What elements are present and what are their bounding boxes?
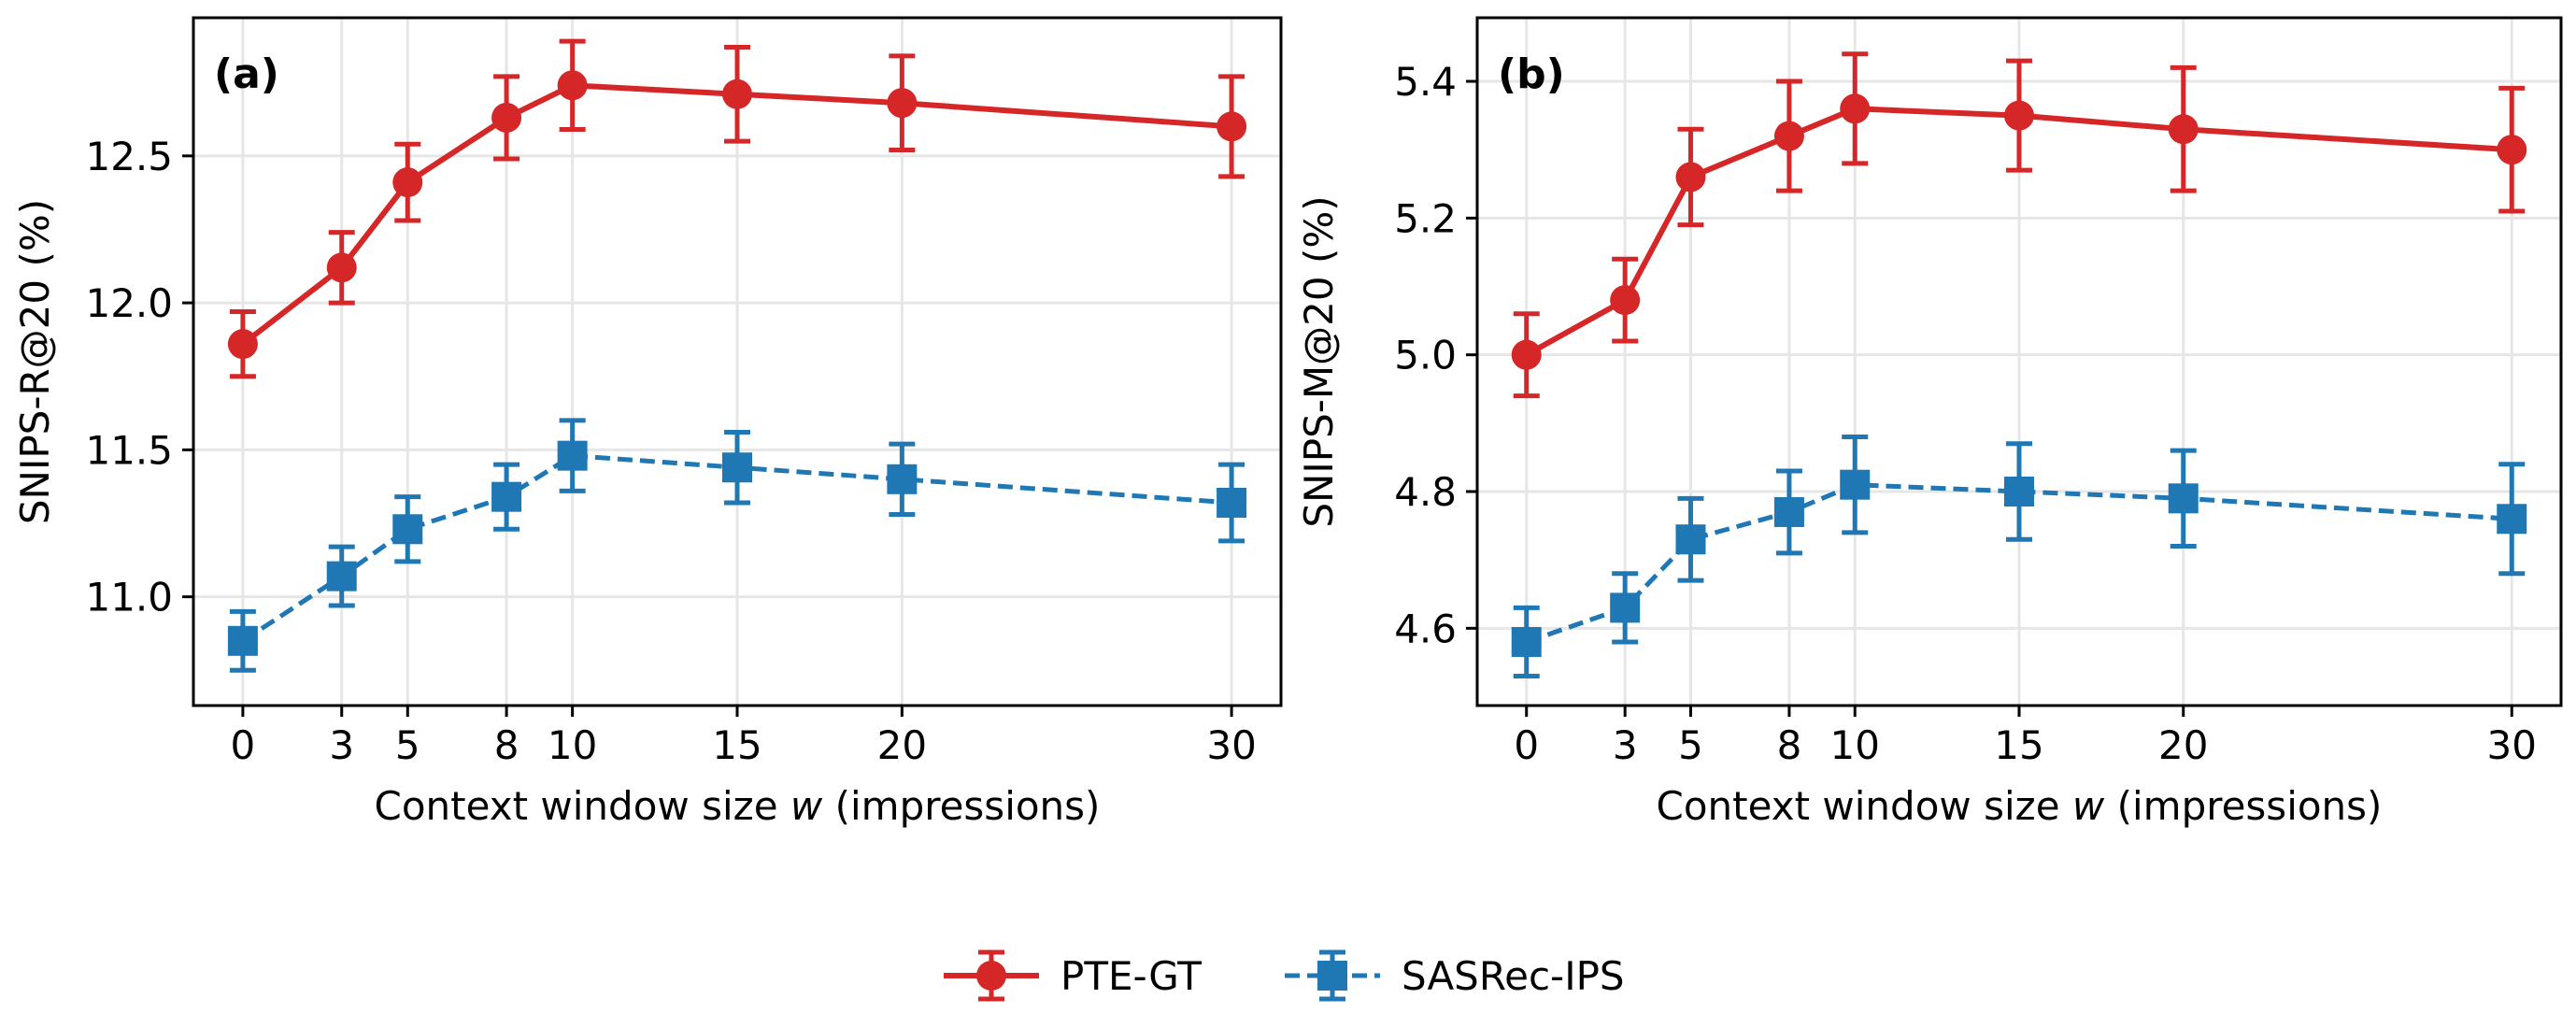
data-point-square bbox=[1610, 592, 1641, 623]
data-point-square bbox=[722, 452, 752, 483]
x-tick-label: 15 bbox=[712, 722, 761, 768]
x-tick-label: 15 bbox=[1994, 722, 2043, 768]
x-tick-label: 5 bbox=[395, 722, 420, 768]
x-axis-label-variable: w bbox=[2072, 783, 2105, 829]
data-point-square bbox=[1773, 496, 1804, 527]
legend-entry-pte-gt: PTE-GT bbox=[944, 949, 1202, 1002]
axes-frame bbox=[1475, 16, 2563, 707]
series-line bbox=[241, 82, 1232, 347]
y-tick-label: 11.0 bbox=[85, 575, 173, 621]
y-tick-label: 12.5 bbox=[85, 134, 173, 179]
x-tick-label: 0 bbox=[1514, 722, 1539, 768]
data-point-square bbox=[557, 440, 588, 471]
data-point-square bbox=[392, 514, 423, 545]
series-pte-gt bbox=[227, 38, 1247, 379]
y-axis-label: SNIPS-M@20 (%) bbox=[1296, 195, 1342, 527]
x-axis-label-suffix: (impressions) bbox=[2104, 783, 2382, 829]
series-line bbox=[1525, 106, 2512, 358]
data-point-square bbox=[227, 625, 258, 656]
x-axis-label: Context window size w (impressions) bbox=[1657, 783, 2383, 829]
x-tick-label: 10 bbox=[1830, 722, 1880, 768]
data-point-circle bbox=[392, 167, 423, 198]
y-tick-label: 11.5 bbox=[85, 427, 173, 473]
x-tick-label: 3 bbox=[1613, 722, 1638, 768]
x-tick-label: 8 bbox=[494, 722, 519, 768]
x-tick-label: 30 bbox=[2487, 722, 2537, 768]
y-tick-label: 5.2 bbox=[1394, 195, 1457, 241]
x-tick-label: 10 bbox=[548, 722, 597, 768]
data-point-circle bbox=[491, 102, 522, 133]
data-point-square bbox=[2004, 477, 2034, 507]
x-axis-label-suffix: (impressions) bbox=[822, 783, 1100, 829]
panel-a: 0 3 5 8 10 15 20 30 11.0 11.5 12.0 12.5 (a) Context w… bbox=[12, 16, 1283, 829]
data-point-square bbox=[887, 464, 918, 494]
data-point-circle bbox=[2497, 135, 2527, 165]
legend-marker-square bbox=[1317, 961, 1347, 991]
data-point-square bbox=[491, 481, 522, 512]
x-tick-label: 20 bbox=[877, 722, 927, 768]
data-point-square bbox=[326, 561, 357, 592]
data-point-square bbox=[1217, 487, 1247, 518]
series-pte-gt bbox=[1511, 51, 2527, 399]
data-point-circle bbox=[557, 70, 588, 101]
panel-b: 0 3 5 8 10 15 20 30 4.6 4.8 5.0 5.2 5.4 (b) Context wi… bbox=[1296, 16, 2563, 829]
x-axis-label-prefix: Context window size bbox=[1657, 783, 2072, 829]
data-point-circle bbox=[1675, 162, 1706, 193]
data-point-circle bbox=[1217, 111, 1247, 142]
panel-label: (b) bbox=[1498, 50, 1565, 98]
data-point-circle bbox=[722, 78, 752, 109]
legend-entry-sasrec-ips: SASRec-IPS bbox=[1285, 949, 1625, 1002]
data-point-square bbox=[1840, 469, 1871, 500]
series-sasrec-ips bbox=[1511, 434, 2527, 679]
x-axis-label-prefix: Context window size bbox=[375, 783, 790, 829]
x-axis-label: Context window size w (impressions) bbox=[375, 783, 1101, 829]
y-tick-label: 4.6 bbox=[1394, 606, 1457, 651]
data-point-square bbox=[2168, 483, 2199, 514]
data-point-square bbox=[1511, 626, 1542, 657]
legend-label: SASRec-IPS bbox=[1402, 953, 1625, 999]
data-point-circle bbox=[227, 329, 258, 360]
panel-label: (a) bbox=[214, 50, 279, 98]
x-tick-label: 5 bbox=[1678, 722, 1703, 768]
legend-label: PTE-GT bbox=[1060, 953, 1202, 999]
x-tick-label: 8 bbox=[1777, 722, 1802, 768]
data-point-circle bbox=[1773, 121, 1804, 151]
y-tick-label: 4.8 bbox=[1394, 469, 1457, 515]
data-point-circle bbox=[887, 88, 918, 119]
x-tick-label: 0 bbox=[231, 722, 256, 768]
data-point-circle bbox=[1610, 285, 1641, 316]
y-axis-label: SNIPS-R@20 (%) bbox=[12, 199, 58, 524]
data-point-circle bbox=[2004, 100, 2034, 131]
y-tick-label: 12.0 bbox=[85, 280, 173, 326]
series-line bbox=[241, 453, 1232, 643]
series-sasrec-ips bbox=[227, 418, 1247, 673]
x-tick-label: 30 bbox=[1206, 722, 1256, 768]
axes-frame bbox=[192, 16, 1283, 707]
legend-marker-circle bbox=[976, 961, 1006, 991]
data-point-circle bbox=[1840, 93, 1871, 124]
data-point-circle bbox=[326, 252, 357, 283]
x-axis-label-variable: w bbox=[790, 783, 823, 829]
y-tick-label: 5.0 bbox=[1394, 333, 1457, 378]
data-point-square bbox=[2497, 504, 2527, 535]
data-point-circle bbox=[1511, 339, 1542, 370]
y-tick-label: 5.4 bbox=[1394, 59, 1457, 105]
data-point-square bbox=[1675, 524, 1706, 555]
x-tick-label: 20 bbox=[2158, 722, 2208, 768]
legend: PTE-GT SASRec-IPS bbox=[944, 949, 1625, 1002]
data-point-circle bbox=[2168, 114, 2199, 145]
x-tick-label: 3 bbox=[329, 722, 354, 768]
